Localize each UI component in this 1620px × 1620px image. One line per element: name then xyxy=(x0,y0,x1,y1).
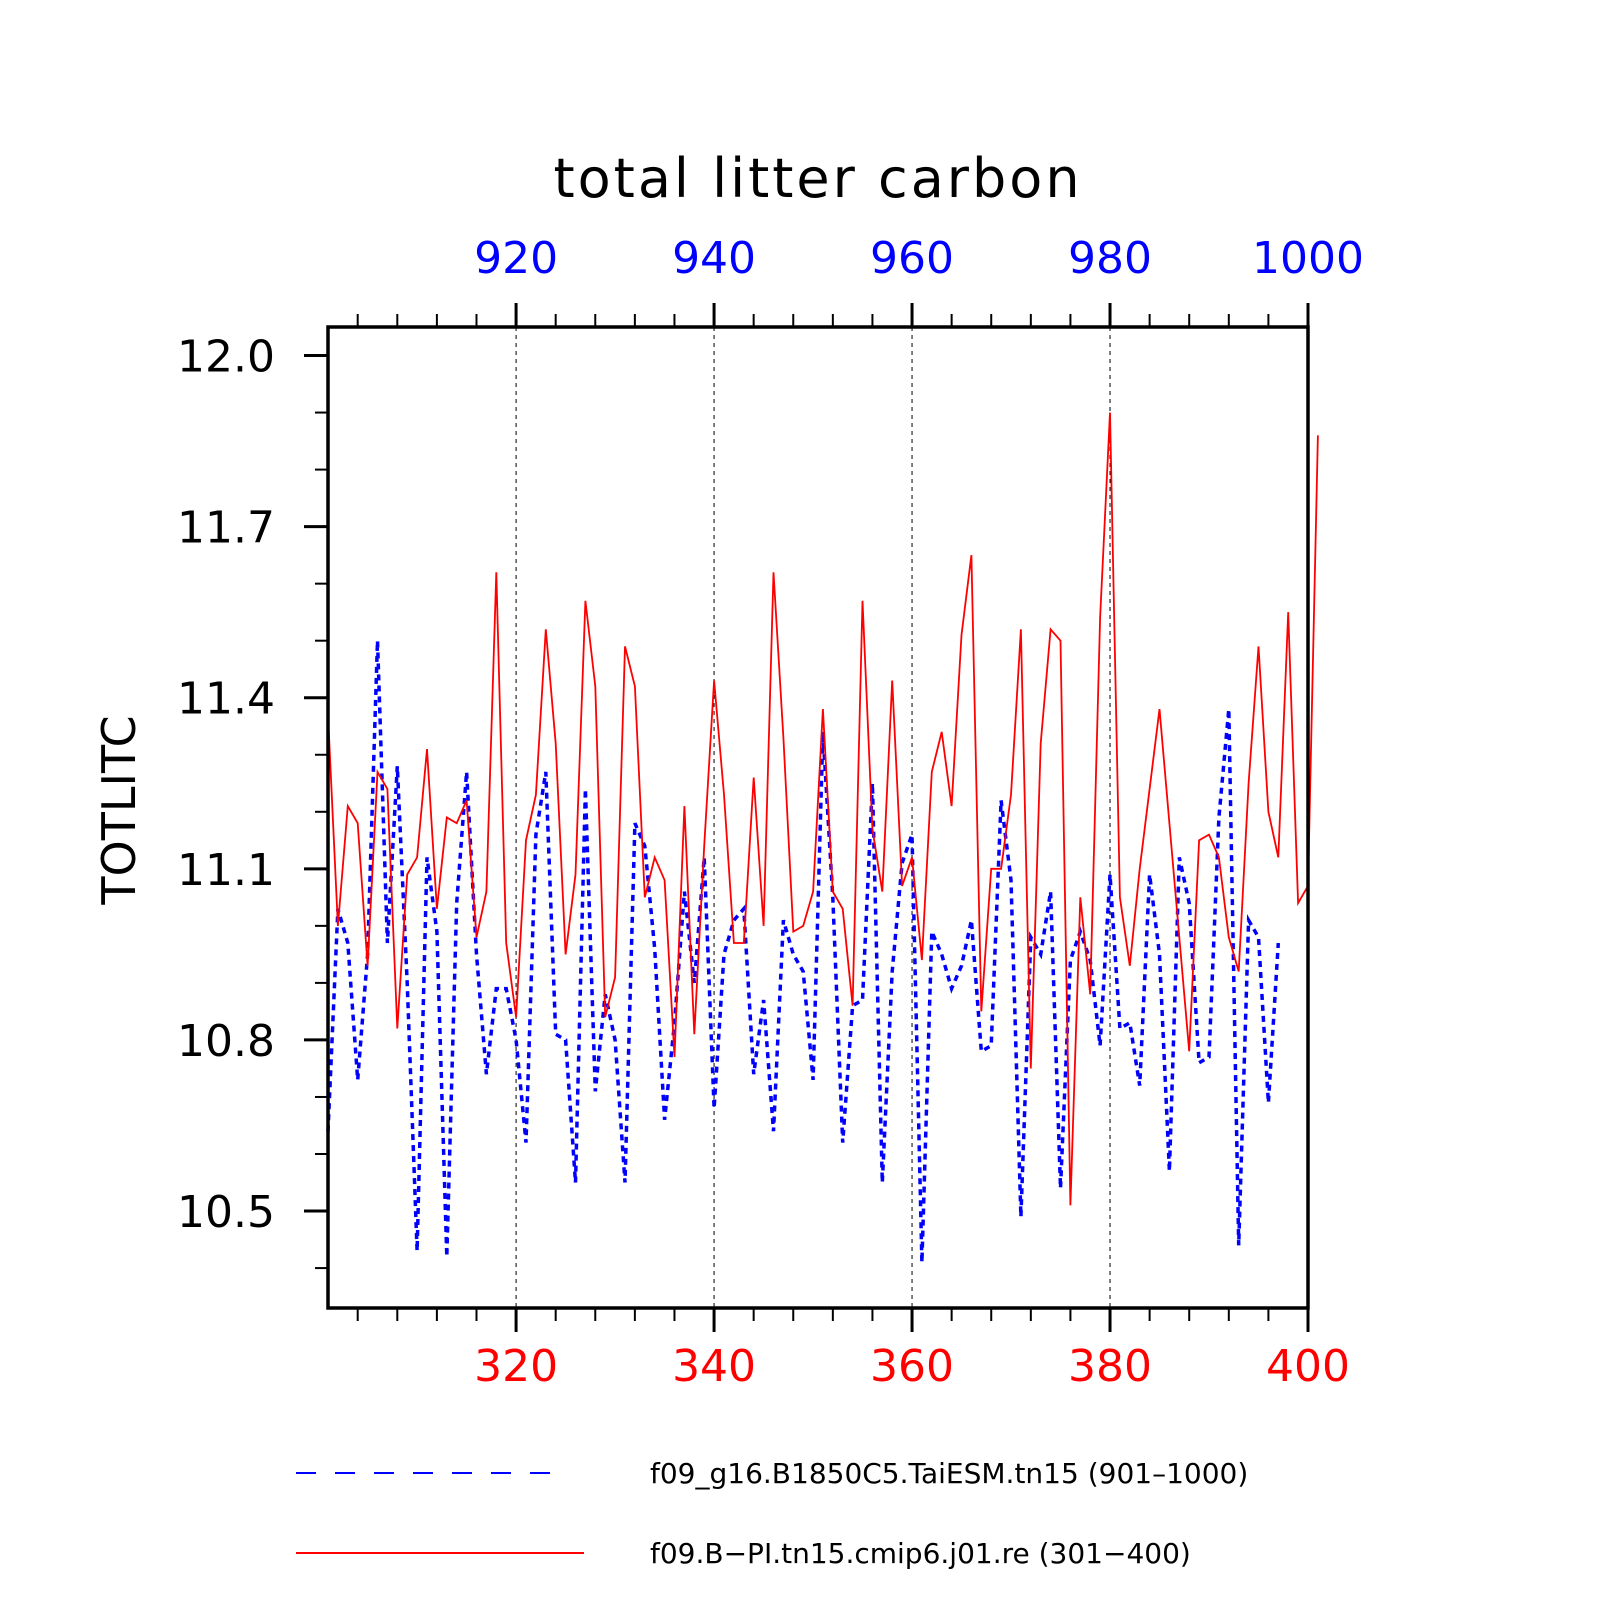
series-line-cmip6 xyxy=(327,412,1319,1206)
y-tick-label: 11.1 xyxy=(177,845,275,896)
plot-frame xyxy=(326,325,1310,1310)
y-tick-label: 10.8 xyxy=(177,1016,275,1067)
x-top-tick-label: 1000 xyxy=(1252,233,1364,284)
bottom-axis: 320 340 360 380 400 xyxy=(356,1308,1350,1392)
y-tick-label: 11.7 xyxy=(177,503,275,554)
y-axis: 12.0 11.7 11.4 11.1 10.8 10.5 xyxy=(177,332,328,1270)
x-bottom-tick-label: 320 xyxy=(474,1341,558,1392)
x-bottom-tick-label: 340 xyxy=(672,1341,756,1392)
chart-title: total litter carbon xyxy=(553,147,1082,210)
x-bottom-tick-label: 400 xyxy=(1266,1341,1350,1392)
grid-lines xyxy=(515,327,1111,1308)
series-line-taiesm xyxy=(326,640,1281,1263)
y-axis-label: TOTLITC xyxy=(92,715,146,905)
y-tick-label: 10.5 xyxy=(177,1187,275,1238)
y-tick-label: 12.0 xyxy=(177,332,275,383)
legend: f09_g16.B1850C5.TaiESM.tn15 (901–1000) f… xyxy=(296,1457,1248,1570)
legend-label-cmip6: f09.B−PI.tn15.cmip6.j01.re (301−400) xyxy=(650,1537,1191,1570)
x-top-tick-label: 940 xyxy=(672,233,756,284)
series-layer xyxy=(326,412,1319,1263)
legend-label-taiesm: f09_g16.B1850C5.TaiESM.tn15 (901–1000) xyxy=(650,1457,1248,1490)
x-bottom-tick-label: 380 xyxy=(1068,1341,1152,1392)
y-tick-label: 11.4 xyxy=(177,674,275,725)
x-top-tick-label: 980 xyxy=(1068,233,1152,284)
x-top-tick-label: 960 xyxy=(870,233,954,284)
x-bottom-tick-label: 360 xyxy=(870,1341,954,1392)
top-axis: 920 940 960 980 1000 xyxy=(356,233,1364,327)
x-top-tick-label: 920 xyxy=(474,233,558,284)
